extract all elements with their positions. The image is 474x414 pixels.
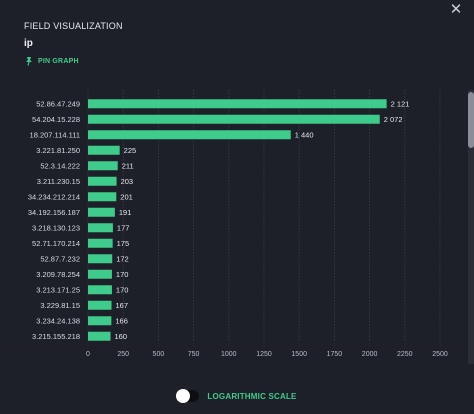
field-name: ip — [24, 38, 33, 49]
x-tick-label: 1250 — [256, 351, 272, 358]
value-label: 170 — [116, 270, 129, 279]
bar — [88, 300, 112, 310]
toggle-knob — [176, 389, 191, 403]
bar — [88, 207, 115, 217]
bar — [88, 145, 120, 155]
value-label: 191 — [119, 208, 132, 217]
bar — [88, 176, 117, 186]
category-label: 3.218.130.123 — [32, 223, 80, 232]
x-tick-label: 250 — [117, 351, 129, 358]
category-label: 18.207.114.111 — [30, 130, 80, 139]
x-tick-label: 500 — [153, 351, 165, 358]
value-label: 172 — [116, 254, 129, 263]
x-tick-label: 1000 — [221, 351, 237, 358]
log-scale-label: LOGARITHMIC SCALE — [207, 391, 297, 401]
x-tick-label: 2000 — [362, 351, 378, 358]
category-label: 34.234.212.214 — [28, 192, 80, 201]
category-label: 3.234.24.138 — [36, 316, 80, 325]
category-label: 52.86.47.249 — [36, 99, 80, 108]
category-label: 3.221.81.250 — [36, 146, 80, 155]
log-scale-toggle[interactable] — [176, 389, 200, 403]
value-label: 1 440 — [295, 130, 314, 139]
category-label: 3.215.155.218 — [32, 332, 80, 341]
pin-graph-label: PIN GRAPH — [38, 57, 79, 65]
value-label: 201 — [120, 192, 133, 201]
bar — [88, 192, 117, 202]
bar — [88, 269, 112, 279]
category-label: 3.211.230.15 — [37, 177, 80, 186]
category-label: 34.192.156.187 — [28, 208, 80, 217]
value-label: 203 — [121, 177, 134, 186]
bar-chart: 0 250 500 750 1000 1250 1500 1750 2000 2250 2500 52… — [0, 88, 474, 366]
x-tick-label: 0 — [86, 351, 90, 358]
bar — [88, 161, 118, 171]
scrollbar-thumb[interactable] — [468, 92, 474, 148]
bar — [88, 238, 113, 248]
bar-chart-svg: 0 250 500 750 1000 1250 1500 1750 2000 2250 2500 52… — [0, 90, 474, 358]
value-label: 2 121 — [391, 99, 410, 108]
value-label: 167 — [116, 301, 129, 310]
x-tick-label: 750 — [188, 351, 200, 358]
bar — [88, 114, 380, 124]
x-tick-label: 2250 — [397, 351, 413, 358]
bar — [88, 254, 113, 264]
pin-graph-button[interactable]: PIN GRAPH — [24, 55, 79, 67]
value-label: 2 072 — [384, 115, 403, 124]
bar — [88, 316, 112, 326]
category-label: 3.213.171.25 — [36, 285, 80, 294]
bar — [88, 331, 111, 341]
value-label: 175 — [117, 239, 130, 248]
category-label: 54.204.15.228 — [32, 115, 80, 124]
value-label: 170 — [116, 285, 129, 294]
close-icon[interactable]: ✕ — [449, 1, 463, 18]
scrollbar-track[interactable] — [468, 90, 474, 364]
log-scale-toggle-row: LOGARITHMIC SCALE — [0, 388, 474, 404]
row-fade — [0, 342, 474, 348]
bar — [88, 99, 387, 109]
x-tick-label: 2500 — [432, 351, 448, 358]
value-label: 177 — [117, 223, 130, 232]
bar — [88, 130, 291, 140]
panel-title: FIELD VISUALIZATION — [24, 21, 123, 31]
bar — [88, 285, 112, 295]
value-label: 225 — [124, 146, 137, 155]
category-label: 52.3.14.222 — [40, 161, 80, 170]
category-label: 52.71.170.214 — [32, 239, 80, 248]
pin-icon — [26, 57, 32, 66]
x-tick-label: 1750 — [327, 351, 343, 358]
bar — [88, 223, 113, 233]
value-label: 160 — [115, 332, 128, 341]
value-label: 166 — [115, 316, 128, 325]
value-label: 211 — [122, 161, 134, 170]
category-label: 3.229.81.15 — [40, 301, 80, 310]
category-label: 52.87.7.232 — [40, 254, 80, 263]
x-tick-label: 1500 — [291, 351, 307, 358]
category-label: 3.209.78.254 — [36, 270, 80, 279]
